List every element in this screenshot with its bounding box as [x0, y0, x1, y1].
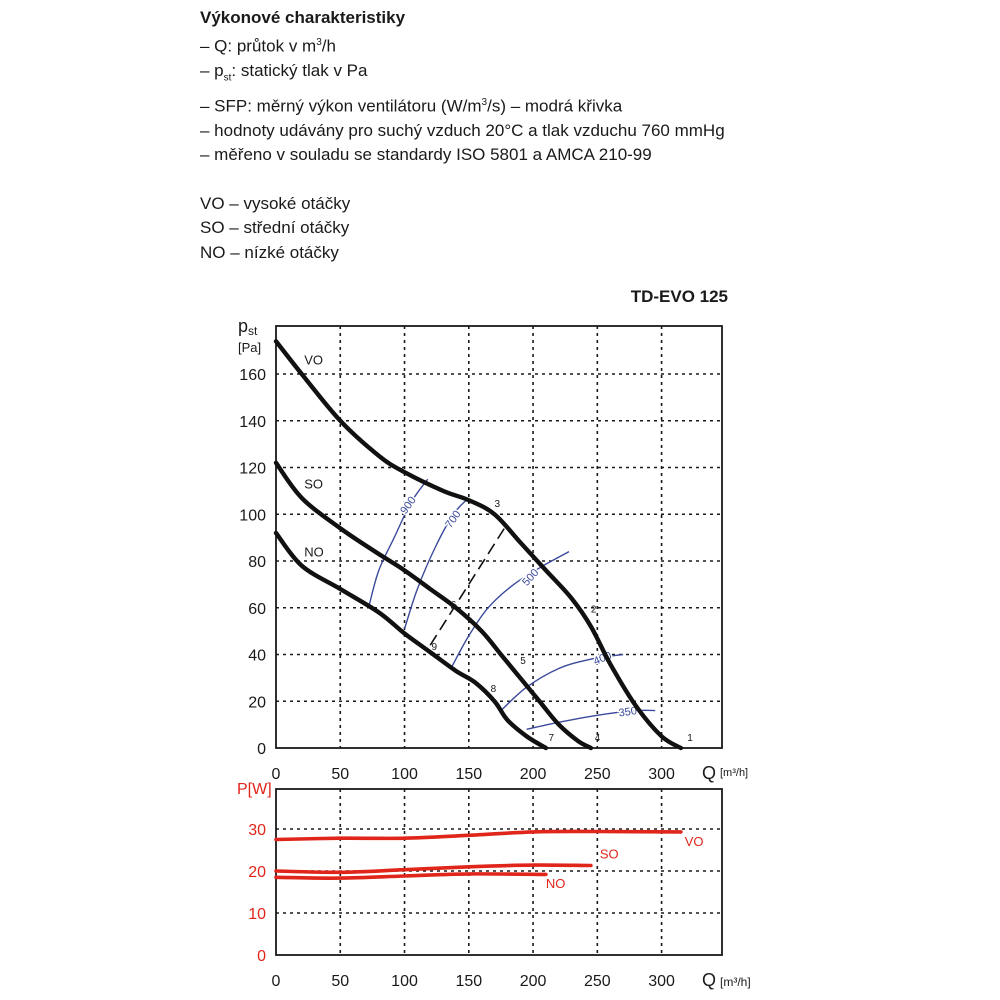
pressure-curve-vo [273, 339, 684, 751]
speed-legend-vo: VO – vysoké otáčky [200, 193, 351, 213]
notes-block: Výkonové charakteristiky – Q: průtok v m… [200, 6, 725, 265]
x-tick-label: 0 [272, 766, 281, 783]
operating-point-label: 8 [491, 684, 497, 695]
power-curve-so [274, 863, 593, 875]
operating-point-label: 2 [591, 604, 597, 615]
x-tick-label: 50 [331, 973, 349, 990]
y-tick-label: 30 [248, 822, 266, 839]
note-line: – měřeno v souladu se standardy ISO 5801… [200, 145, 652, 165]
y-tick-label: 120 [239, 461, 266, 478]
chart-title: TD-EVO 125 [631, 287, 728, 306]
sfp-curve [367, 478, 429, 608]
y-tick-label: 0 [257, 741, 266, 758]
note-line: – pst: statický tlak v Pa [200, 60, 368, 84]
speed-legend-so: SO – střední otáčky [200, 218, 350, 238]
sfp-curve [526, 709, 656, 730]
power-chart: 0 50 100 150 200 250 300 0 10 20 30 P[W] Q [m³/h] VO SO… [237, 781, 751, 990]
y-axis-label: P[W] [237, 781, 272, 798]
operating-point-label: 4 [595, 733, 601, 744]
x-tick-label: 250 [584, 766, 611, 783]
plot-frame [275, 325, 723, 749]
y-tick-label: 0 [257, 948, 266, 965]
operating-point-label: 1 [687, 733, 693, 744]
y-tick-label: 140 [239, 414, 266, 431]
sfp-label: 900 [398, 495, 418, 517]
sfp-curve [500, 653, 624, 712]
power-curve-vo [274, 829, 683, 842]
y-axis-label: pst [238, 316, 258, 338]
y-tick-label: 60 [248, 601, 266, 618]
note-line: – Q: průtok v m3/h [200, 36, 336, 56]
sfp-curve [451, 550, 570, 667]
x-axis-unit: [m³/h] [720, 767, 748, 779]
curve-label: VO [685, 834, 704, 849]
x-axis-unit: [m³/h] [720, 975, 751, 989]
y-tick-label: 10 [248, 906, 266, 923]
x-tick-label: 250 [584, 973, 611, 990]
y-tick-label: 160 [239, 367, 266, 384]
notes-heading: Výkonové charakteristiky [200, 8, 406, 27]
operating-point-label: 6 [451, 600, 457, 611]
curve-label: SO [600, 846, 619, 861]
curve-label: SO [304, 477, 323, 492]
pressure-curve-no [273, 530, 549, 751]
x-tick-label: 200 [520, 766, 547, 783]
y-tick-label: 100 [239, 507, 266, 524]
x-tick-label: 0 [272, 973, 281, 990]
curve-label: NO [546, 876, 566, 891]
curve-label: NO [304, 544, 324, 559]
speed-legend-no: NO – nízké otáčky [200, 242, 339, 262]
x-tick-label: 50 [331, 766, 349, 783]
sfp-label: 350 [618, 705, 638, 719]
x-tick-label: 300 [648, 973, 675, 990]
x-tick-label: 300 [648, 766, 675, 783]
y-tick-label: 40 [248, 648, 266, 665]
operating-point-label: 7 [548, 733, 554, 744]
y-axis-unit: [Pa] [238, 340, 261, 355]
x-tick-label: 200 [520, 973, 547, 990]
y-tick-label: 20 [248, 864, 266, 881]
sfp-label: 500 [520, 567, 541, 589]
operating-point-label: 5 [520, 656, 526, 667]
x-tick-label: 100 [391, 766, 418, 783]
note-line: – SFP: měrný výkon ventilátoru (W/m3/s) … [200, 96, 623, 116]
pressure-curve-so [273, 460, 594, 751]
speed-line [429, 523, 509, 646]
pressure-chart: TD-EVO 125 0 50 100 150 200 250 300 0 20 40 60 80 100… [238, 287, 748, 783]
curve-label: VO [304, 353, 323, 368]
x-tick-label: 150 [455, 766, 482, 783]
power-curve-no [274, 872, 548, 880]
x-axis-label: Q [702, 763, 716, 783]
sfp-curve [403, 499, 467, 630]
x-tick-label: 100 [391, 973, 418, 990]
operating-point-label: 9 [432, 642, 438, 653]
x-tick-label: 150 [455, 973, 482, 990]
y-tick-label: 20 [248, 694, 266, 711]
y-tick-label: 80 [248, 554, 266, 571]
operating-point-label: 3 [495, 499, 501, 510]
note-line: – hodnoty udávány pro suchý vzduch 20°C … [200, 120, 725, 140]
x-axis-label: Q [702, 970, 716, 990]
